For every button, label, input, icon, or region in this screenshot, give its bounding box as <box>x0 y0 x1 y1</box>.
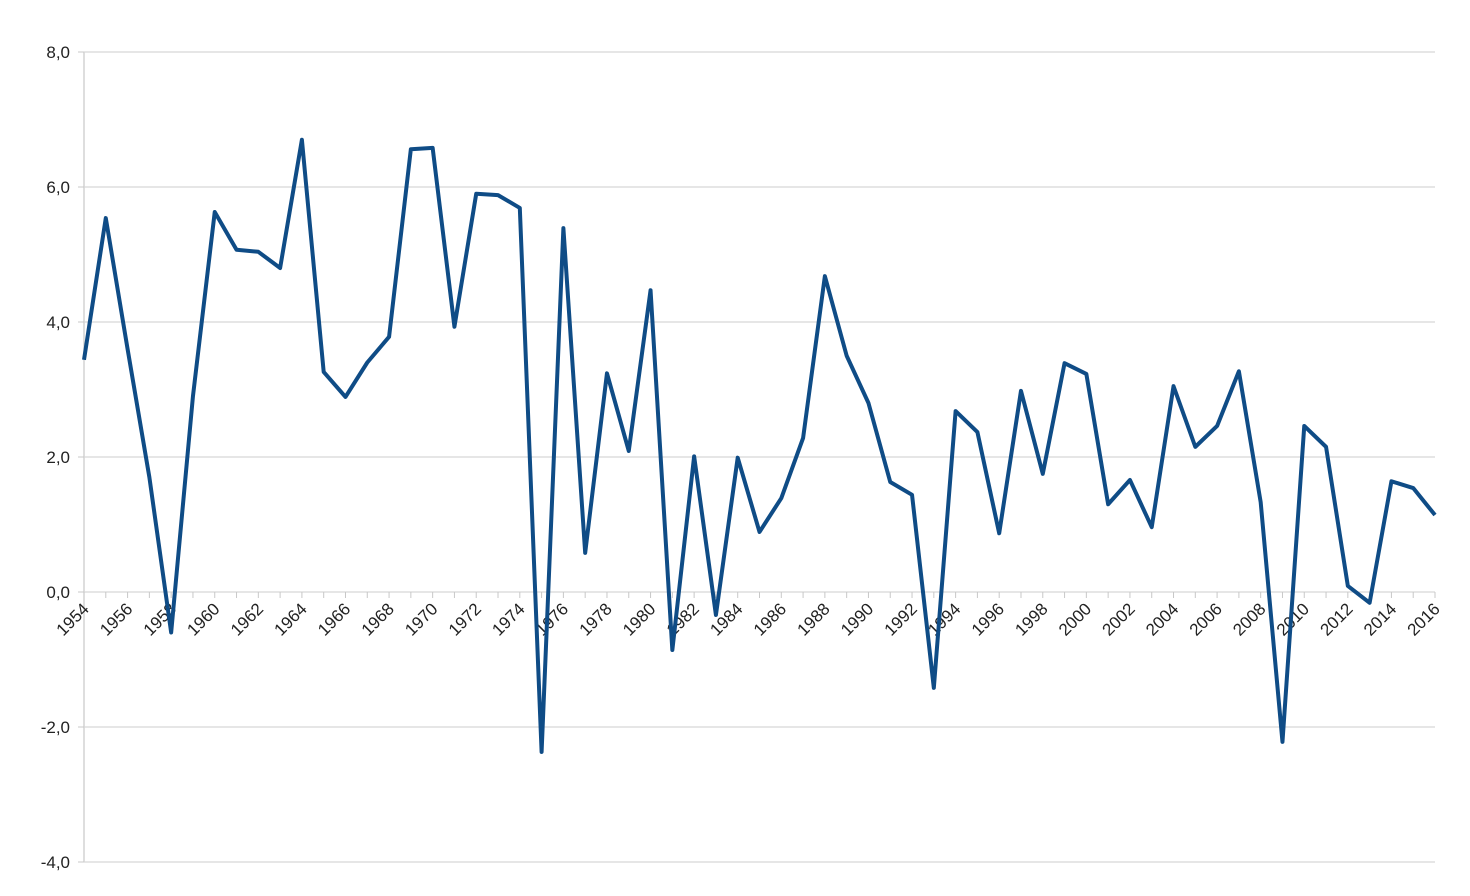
y-tick-label: 0,0 <box>46 583 70 602</box>
y-tick-label: -2,0 <box>41 718 70 737</box>
x-tick-label: 1968 <box>358 599 398 639</box>
x-tick-label: 1970 <box>401 599 441 639</box>
y-tick-label: -4,0 <box>41 853 70 872</box>
x-tick-label: 1964 <box>271 599 311 639</box>
x-tick-label: 2012 <box>1316 599 1356 639</box>
x-tick-label: 1960 <box>183 599 223 639</box>
x-tick-label: 1984 <box>706 599 746 639</box>
x-tick-label: 1962 <box>227 599 267 639</box>
x-tick-label: 1978 <box>576 599 616 639</box>
y-tick-label: 2,0 <box>46 448 70 467</box>
x-tick-label: 2008 <box>1229 599 1269 639</box>
x-tick-label: 1956 <box>96 599 136 639</box>
x-tick-label: 2002 <box>1099 599 1139 639</box>
x-tick-label: 1986 <box>750 599 790 639</box>
x-tick-label: 1974 <box>488 599 528 639</box>
x-tick-label: 2004 <box>1142 599 1182 639</box>
x-tick-label: 2016 <box>1404 599 1444 639</box>
x-tick-label: 1972 <box>445 599 485 639</box>
x-tick-label: 1954 <box>53 599 93 639</box>
x-tick-label: 1980 <box>619 599 659 639</box>
x-tick-label: 2014 <box>1360 599 1400 639</box>
x-tick-label: 1994 <box>924 599 964 639</box>
x-tick-label: 1996 <box>968 599 1008 639</box>
x-tick-label: 1998 <box>1011 599 1051 639</box>
y-tick-label: 6,0 <box>46 178 70 197</box>
x-tick-label: 1966 <box>314 599 354 639</box>
x-tick-label: 2006 <box>1186 599 1226 639</box>
x-tick-label: 1988 <box>794 599 834 639</box>
y-tick-label: 4,0 <box>46 313 70 332</box>
x-tick-label: 1990 <box>837 599 877 639</box>
data-line <box>82 137 1437 754</box>
x-tick-label: 2000 <box>1055 599 1095 639</box>
y-tick-label: 8,0 <box>46 43 70 62</box>
x-tick-label: 1992 <box>881 599 921 639</box>
